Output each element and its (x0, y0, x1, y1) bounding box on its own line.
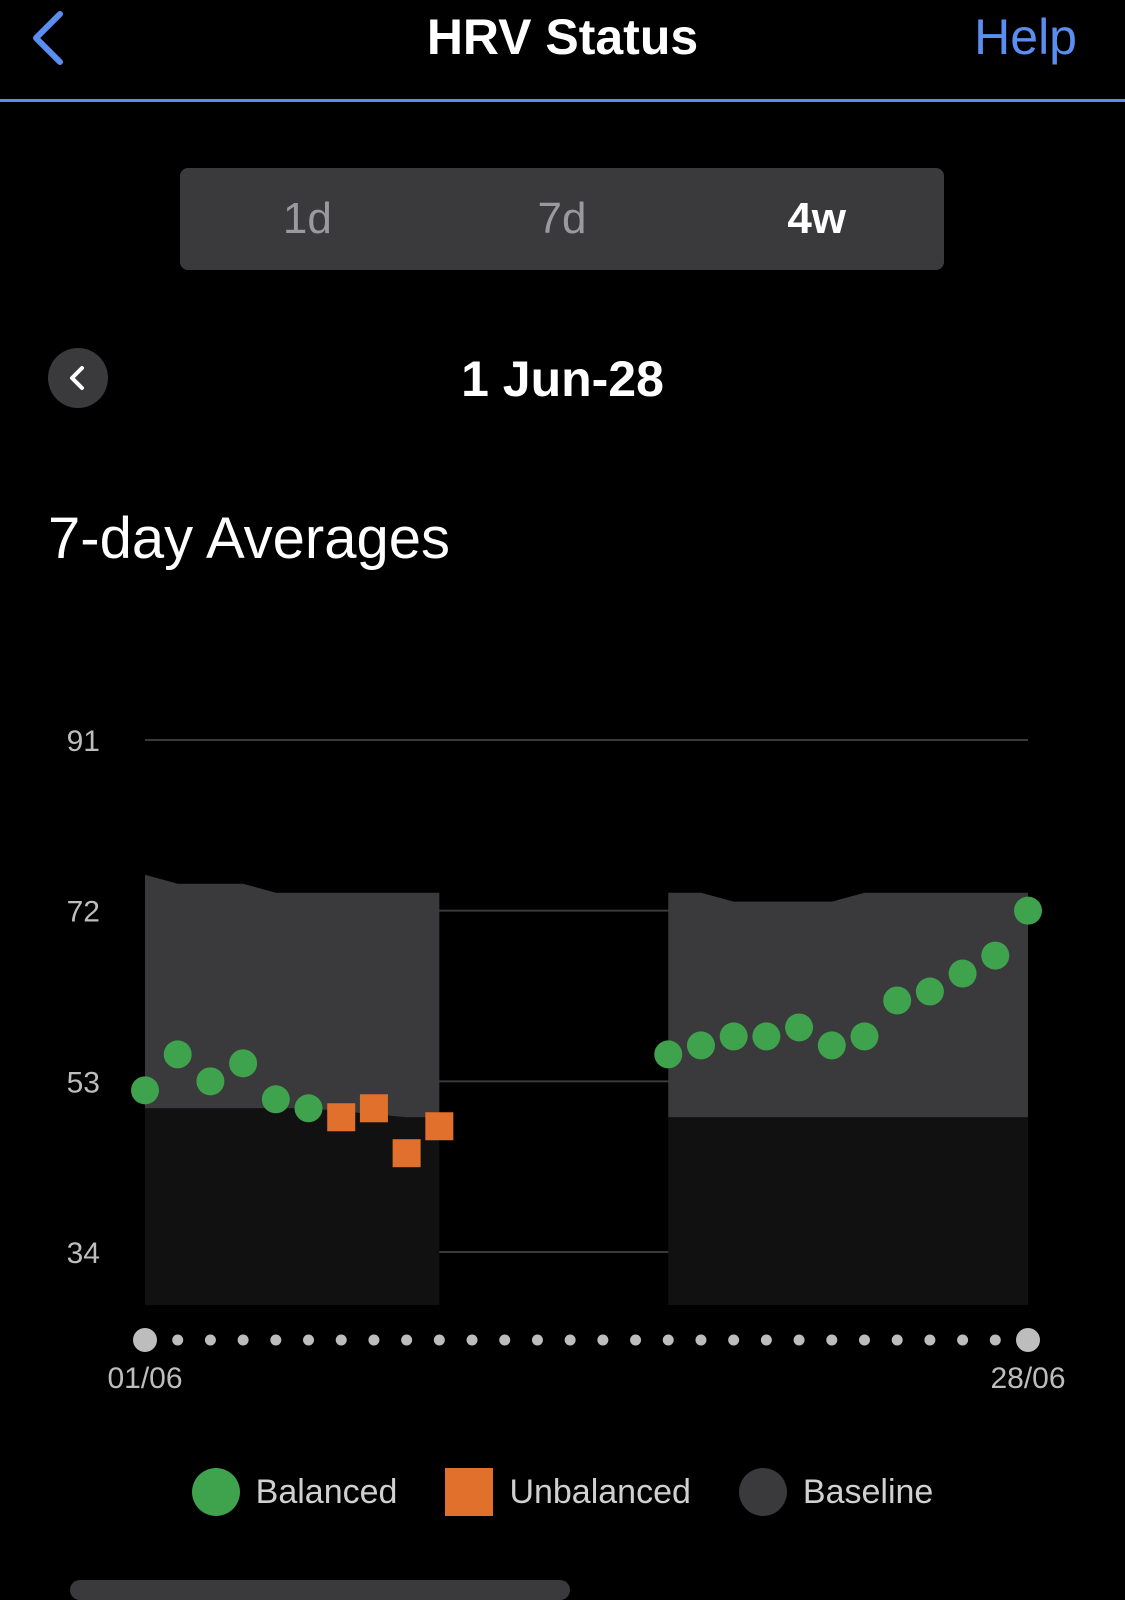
below-baseline-area (668, 1117, 1028, 1305)
day-tick (597, 1334, 609, 1346)
balanced-point (131, 1076, 159, 1105)
day-tick (957, 1334, 969, 1346)
balanced-point (883, 986, 912, 1015)
day-tick (891, 1334, 903, 1346)
balanced-point (719, 1022, 748, 1051)
legend-unbalanced-label: Unbalanced (509, 1472, 691, 1511)
day-tick (564, 1334, 576, 1346)
tab-4w[interactable]: 4w (787, 194, 847, 243)
day-tick (204, 1334, 216, 1346)
balanced-point (229, 1049, 258, 1078)
y-tick-label: 53 (67, 1066, 100, 1099)
balanced-point (294, 1094, 323, 1123)
balanced-point (261, 1085, 290, 1114)
balanced-point (654, 1040, 683, 1069)
y-tick-label: 34 (67, 1237, 100, 1270)
baseline-band (145, 874, 440, 1118)
nav-bar: HRV Status Help (0, 0, 1125, 102)
chart-legend: Balanced Unbalanced Baseline (0, 1468, 1125, 1516)
chevron-left-icon (70, 366, 84, 390)
baseline-swatch (738, 1468, 787, 1516)
day-tick (335, 1334, 347, 1346)
day-tick (728, 1334, 740, 1346)
balanced-point (1014, 896, 1042, 925)
legend-balanced: Balanced (191, 1468, 398, 1516)
balanced-point (196, 1067, 225, 1096)
unbalanced-swatch (445, 1468, 494, 1516)
day-tick (924, 1334, 936, 1346)
legend-baseline: Baseline (738, 1468, 934, 1516)
day-tick (499, 1334, 511, 1346)
day-tick (270, 1334, 282, 1346)
day-tick (401, 1334, 413, 1346)
y-tick-label: 72 (67, 896, 100, 929)
tab-1d[interactable]: 1d (282, 194, 332, 243)
back-button[interactable] (22, 6, 82, 66)
baseline-band (668, 892, 1028, 1118)
chevron-left-icon (33, 11, 63, 65)
day-tick (760, 1334, 772, 1346)
day-tick (237, 1334, 249, 1346)
balanced-point (163, 1040, 192, 1069)
day-tick (858, 1334, 870, 1346)
unbalanced-point (327, 1103, 356, 1132)
day-tick (630, 1334, 642, 1346)
balanced-point (915, 977, 944, 1006)
day-tick (303, 1334, 315, 1346)
below-baseline-area (145, 1108, 440, 1305)
day-tick (826, 1334, 838, 1346)
range-selector: 1d 7d 4w (180, 168, 944, 270)
day-tick (662, 1334, 674, 1346)
section-title: 7-day Averages (48, 506, 450, 571)
day-tick (531, 1334, 543, 1346)
y-tick-label: 91 (67, 725, 100, 758)
balanced-point (850, 1022, 879, 1051)
unbalanced-point (392, 1139, 421, 1168)
previous-period-button[interactable] (48, 348, 108, 408)
x-start-label: 01/06 (107, 1362, 182, 1395)
legend-baseline-label: Baseline (802, 1472, 934, 1511)
page-title: HRV Status (426, 9, 699, 65)
day-tick (368, 1334, 380, 1346)
hrv-chart: 91 72 53 34 01/06 28/06 (67, 725, 1066, 1395)
unbalanced-point (359, 1094, 388, 1123)
day-tick (793, 1334, 805, 1346)
day-tick (133, 1328, 157, 1352)
balanced-point (752, 1022, 781, 1051)
x-end-label: 28/06 (990, 1362, 1065, 1395)
balanced-point (785, 1013, 814, 1042)
balanced-point (981, 941, 1010, 970)
unbalanced-point (425, 1112, 454, 1141)
day-tick (172, 1334, 184, 1346)
balanced-point (948, 959, 977, 988)
day-tick (466, 1334, 478, 1346)
legend-balanced-label: Balanced (255, 1472, 398, 1511)
tab-7d[interactable]: 7d (537, 194, 587, 243)
balanced-swatch (191, 1468, 240, 1516)
date-range-label: 1 Jun-28 (461, 351, 664, 407)
legend-unbalanced: Unbalanced (445, 1468, 691, 1516)
day-tick (695, 1334, 707, 1346)
day-tick (433, 1334, 445, 1346)
balanced-point (686, 1031, 715, 1060)
day-tick (1016, 1328, 1040, 1352)
day-tick (989, 1334, 1001, 1346)
help-button[interactable]: Help (974, 9, 1077, 65)
bottom-handle (70, 1580, 570, 1600)
balanced-point (817, 1031, 846, 1060)
